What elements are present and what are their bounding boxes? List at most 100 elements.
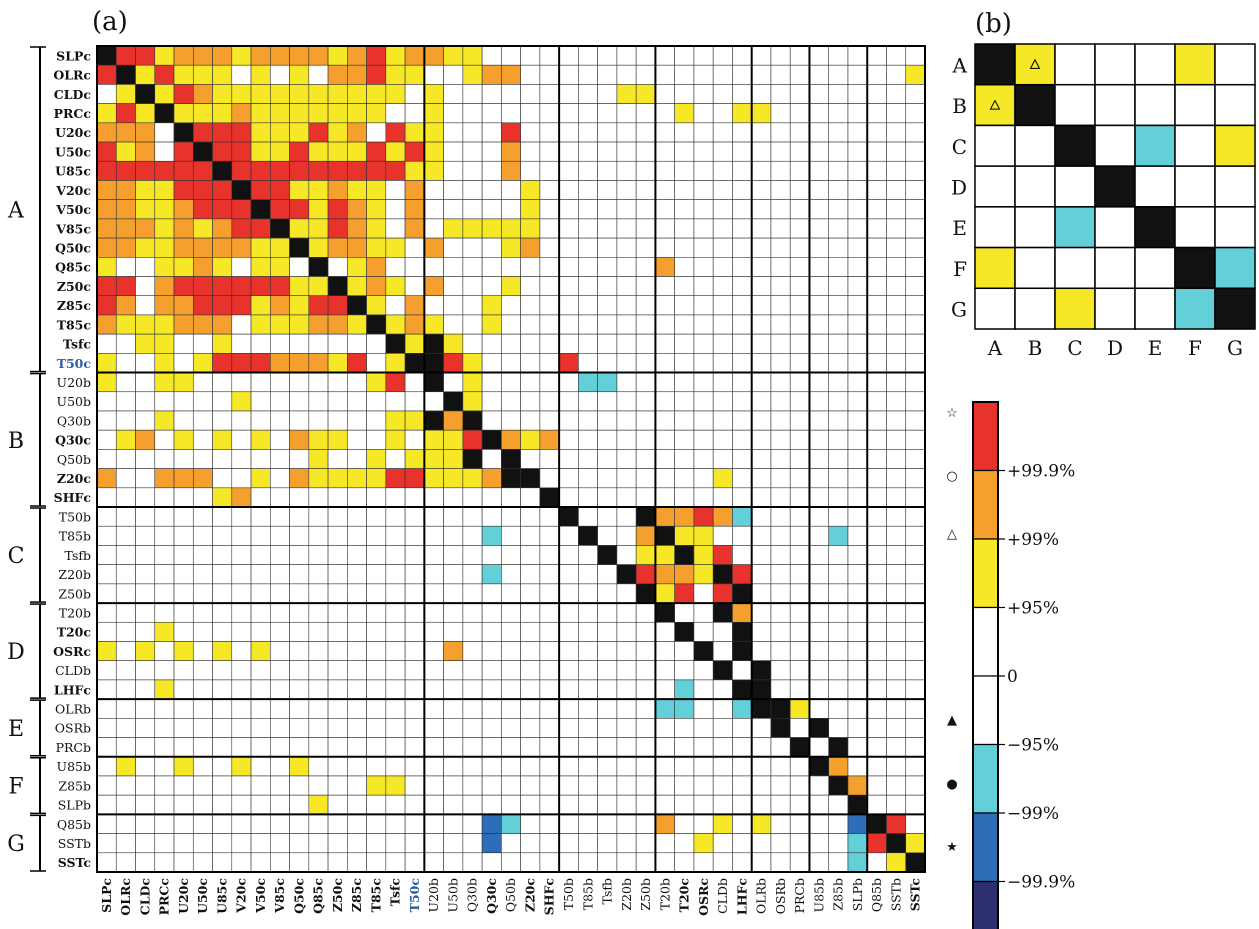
matrix-cell bbox=[212, 698, 233, 719]
matrix-cell bbox=[578, 314, 598, 335]
matrix-cell bbox=[289, 237, 310, 258]
matrix-cell bbox=[674, 141, 695, 162]
matrix-cell bbox=[616, 468, 637, 489]
matrix-cell bbox=[443, 429, 464, 450]
matrix-cell bbox=[693, 545, 714, 565]
matrix-cell bbox=[327, 276, 348, 297]
matrix-cell bbox=[424, 545, 444, 565]
row-label: V85c bbox=[55, 221, 91, 236]
matrix-cell bbox=[693, 833, 714, 854]
column-label: T85c bbox=[368, 878, 383, 913]
matrix-cell bbox=[347, 218, 367, 239]
matrix-cell bbox=[770, 718, 791, 738]
matrix-cell bbox=[770, 641, 791, 661]
matrix-cell bbox=[809, 372, 830, 393]
matrix-cell bbox=[135, 852, 156, 873]
matrix-cell bbox=[520, 257, 541, 277]
matrix-cell bbox=[173, 833, 194, 854]
matrix-cell bbox=[558, 814, 579, 834]
matrix-cell bbox=[886, 295, 907, 316]
matrix-cell bbox=[308, 852, 329, 873]
matrix-cell bbox=[558, 794, 579, 815]
matrix-cell bbox=[809, 122, 830, 143]
matrix-cell bbox=[424, 353, 444, 373]
matrix-cell bbox=[366, 199, 387, 220]
matrix-cell bbox=[886, 199, 907, 220]
group-row-label: F bbox=[953, 257, 967, 281]
matrix-cell bbox=[866, 698, 887, 719]
matrix-cell bbox=[751, 122, 772, 143]
matrix-cell bbox=[173, 852, 194, 873]
row-label: OLRb bbox=[55, 702, 91, 717]
matrix-cell bbox=[558, 218, 579, 239]
panel-b-label: (b) bbox=[975, 9, 1012, 39]
matrix-cell bbox=[270, 160, 290, 181]
group-cell bbox=[1054, 83, 1096, 127]
matrix-cell bbox=[347, 160, 367, 181]
matrix-cell bbox=[520, 429, 541, 450]
matrix-cell bbox=[96, 391, 117, 412]
matrix-cell bbox=[828, 257, 849, 277]
matrix-cell bbox=[250, 641, 271, 661]
matrix-cell bbox=[212, 103, 233, 124]
matrix-cell bbox=[96, 372, 117, 393]
matrix-cell bbox=[289, 794, 310, 815]
matrix-cell bbox=[443, 564, 464, 585]
matrix-cell bbox=[385, 814, 406, 834]
column-label: U85c bbox=[214, 878, 229, 914]
matrix-cell bbox=[289, 218, 310, 239]
group-cell bbox=[974, 246, 1016, 290]
matrix-cell bbox=[732, 353, 752, 373]
matrix-cell bbox=[270, 718, 290, 738]
matrix-cell bbox=[135, 64, 156, 85]
matrix-cell bbox=[558, 621, 579, 642]
matrix-cell bbox=[347, 410, 367, 431]
matrix-cell bbox=[520, 218, 541, 239]
matrix-cell bbox=[732, 276, 752, 297]
matrix-cell bbox=[770, 333, 791, 354]
matrix-cell bbox=[96, 410, 117, 431]
matrix-cell bbox=[250, 333, 271, 354]
matrix-cell bbox=[809, 814, 830, 834]
matrix-cell bbox=[443, 141, 464, 162]
matrix-cell bbox=[327, 794, 348, 815]
matrix-cell bbox=[443, 160, 464, 181]
row-label: T20c bbox=[57, 625, 92, 640]
matrix-cell bbox=[481, 698, 502, 719]
matrix-cell bbox=[866, 353, 887, 373]
matrix-cell bbox=[789, 410, 810, 431]
matrix-cell bbox=[674, 410, 695, 431]
matrix-cell bbox=[809, 698, 830, 719]
matrix-cell bbox=[886, 525, 907, 546]
matrix-cell bbox=[443, 602, 464, 623]
matrix-cell bbox=[539, 794, 560, 815]
matrix-cell bbox=[481, 449, 502, 469]
matrix-cell bbox=[366, 160, 387, 181]
colorbar-tick-label: +95% bbox=[1007, 599, 1059, 619]
matrix-cell bbox=[231, 794, 252, 815]
matrix-cell bbox=[751, 718, 772, 738]
matrix-cell bbox=[424, 257, 444, 277]
matrix-cell bbox=[347, 276, 367, 297]
matrix-cell bbox=[462, 468, 483, 489]
matrix-cell bbox=[886, 410, 907, 431]
matrix-cell bbox=[250, 775, 271, 796]
matrix-cell bbox=[732, 602, 752, 623]
matrix-cell bbox=[520, 314, 541, 335]
matrix-cell bbox=[192, 564, 213, 585]
matrix-cell bbox=[173, 487, 194, 508]
matrix-cell bbox=[366, 814, 387, 834]
matrix-cell bbox=[809, 410, 830, 431]
matrix-cell bbox=[289, 564, 310, 585]
matrix-cell bbox=[712, 698, 733, 719]
matrix-cell bbox=[635, 737, 656, 758]
matrix-cell bbox=[789, 583, 810, 604]
matrix-cell bbox=[231, 737, 252, 758]
matrix-cell bbox=[655, 314, 675, 335]
matrix-cell bbox=[597, 237, 618, 258]
matrix-cell bbox=[905, 487, 926, 508]
matrix-cell bbox=[770, 122, 791, 143]
matrix-cell bbox=[96, 333, 117, 354]
matrix-cell bbox=[674, 698, 695, 719]
matrix-cell bbox=[789, 852, 810, 873]
